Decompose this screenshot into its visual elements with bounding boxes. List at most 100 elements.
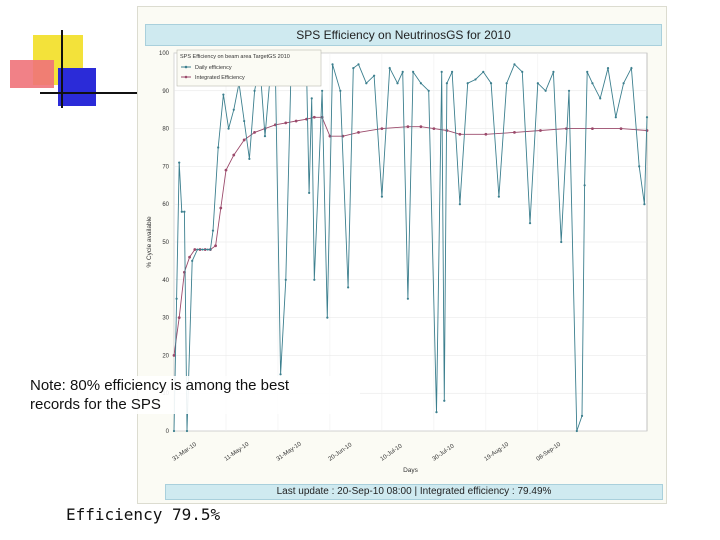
daily-efficiency-point [206, 248, 209, 251]
legend-daily-label: Daily efficiency [195, 65, 232, 71]
x-axis-label: Days [403, 467, 419, 474]
integrated-efficiency-point [484, 132, 488, 136]
daily-efficiency-point [435, 411, 438, 414]
daily-efficiency-point [222, 93, 225, 96]
x-tick-label: 19-Aug-10 [484, 441, 511, 462]
daily-efficiency-point [440, 70, 443, 73]
daily-efficiency-point [591, 82, 594, 85]
daily-efficiency-point [606, 67, 610, 70]
integrated-efficiency-point [242, 138, 246, 142]
daily-efficiency-point [232, 108, 235, 111]
integrated-efficiency-point [513, 130, 516, 134]
daily-efficiency-point [178, 161, 181, 164]
grid [173, 52, 648, 432]
legend-integrated-label: Integrated Efficiency [195, 75, 245, 81]
y-tick-label: 80 [162, 127, 169, 133]
daily-efficiency-point [284, 278, 287, 281]
x-tick-label: 10-Jul-10 [380, 443, 404, 463]
daily-efficiency-point [521, 70, 524, 73]
update-footer: Last update : 20-Sep-10 08:00 | Integrat… [165, 484, 663, 500]
daily-efficiency-point [505, 82, 508, 85]
integrated-efficiency-point [406, 125, 410, 129]
integrated-efficiency-point [219, 206, 223, 210]
daily-efficiency-point [450, 70, 454, 73]
daily-efficiency-point [175, 297, 178, 300]
legend-box [176, 49, 322, 87]
y-tick-label: 0 [166, 429, 170, 435]
y-tick-label: 20 [162, 353, 169, 359]
integrated-efficiency-point [284, 121, 288, 125]
y-tick-label: 90 [162, 89, 169, 95]
daily-efficiency-point [352, 67, 355, 70]
daily-efficiency-point [567, 89, 571, 92]
integrated-efficiency-point [539, 129, 542, 132]
integrated-efficiency-point [312, 115, 316, 119]
integrated-efficiency-point [458, 132, 462, 136]
y-tick-label: 40 [162, 278, 169, 284]
note-line-1: Note: 80% efficiency is among the best [30, 377, 290, 394]
daily-efficiency-point [209, 248, 212, 251]
integrated-efficiency-point [193, 248, 197, 251]
daily-efficiency-point [497, 195, 500, 198]
x-tick-label: 30-Jul-10 [432, 443, 456, 463]
integrated-efficiency-point [224, 168, 228, 172]
integrated-efficiency-point [380, 127, 384, 130]
integrated-efficiency-point [177, 316, 181, 319]
integrated-efficiency-point [357, 130, 360, 134]
daily-efficiency-point [411, 70, 415, 73]
daily-efficiency-point [536, 82, 539, 85]
daily-efficiency-point [419, 82, 422, 85]
daily-efficiency-point [211, 229, 215, 232]
daily-efficiency-point [253, 89, 256, 92]
daily-efficiency-point [489, 82, 493, 85]
daily-efficiency-point [552, 70, 555, 73]
efficiency-caption: Efficiency 79.5% [66, 505, 221, 524]
daily-efficiency-point [243, 119, 246, 123]
daily-efficiency-point [196, 248, 199, 251]
daily-efficiency-point [575, 429, 578, 433]
integrated-efficiency-point [232, 153, 236, 157]
x-tick-label: 20-Jun-10 [328, 442, 354, 463]
daily-efficiency-point [357, 63, 360, 66]
daily-efficiency-point [580, 414, 584, 417]
x-tick-label: 31-May-10 [276, 441, 303, 463]
daily-efficiency-point [185, 429, 189, 433]
daily-efficiency-point [643, 203, 646, 206]
y-tick-label: 50 [162, 240, 169, 246]
daily-efficiency-point [513, 63, 516, 66]
daily-efficiency-point [308, 191, 311, 194]
daily-efficiency-point [443, 399, 446, 402]
daily-efficiency-point [622, 82, 625, 85]
slide-note: Note: 80% efficiency is among the best r… [30, 376, 360, 414]
daily-efficiency-point [614, 116, 617, 119]
daily-efficiency-point [331, 63, 334, 66]
daily-efficiency-point [180, 210, 183, 213]
daily-efficiency-point [401, 70, 404, 73]
daily-efficiency-point [279, 373, 282, 376]
y-tick-label: 100 [159, 51, 170, 57]
logo-blue-square [58, 68, 96, 106]
y-tick-label: 30 [162, 316, 169, 322]
daily-efficiency-point [380, 195, 384, 198]
daily-efficiency-point [201, 248, 204, 251]
daily-efficiency-point [183, 210, 186, 213]
daily-efficiency-point [466, 82, 469, 85]
daily-efficiency-point [583, 184, 586, 187]
daily-efficiency-point [645, 116, 649, 119]
y-tick-label: 70 [162, 164, 169, 170]
daily-efficiency-point [544, 89, 547, 92]
daily-efficiency-point [373, 74, 376, 77]
integrated-efficiency-point [214, 244, 217, 248]
daily-efficiency-point [445, 82, 448, 85]
integrated-efficiency-point [188, 255, 191, 259]
chart-legend: SPS Efficiency on beam area TargetGS 201… [176, 49, 322, 87]
integrated-efficiency-point [253, 130, 256, 134]
daily-efficiency-point [599, 97, 602, 100]
logo-red-square [10, 60, 54, 88]
daily-efficiency-point [388, 67, 391, 70]
daily-efficiency-point [313, 278, 316, 281]
daily-efficiency-point [248, 157, 251, 160]
daily-efficiency-point [474, 78, 477, 81]
integrated-efficiency-point [619, 127, 623, 130]
integrated-efficiency-point [591, 127, 594, 130]
